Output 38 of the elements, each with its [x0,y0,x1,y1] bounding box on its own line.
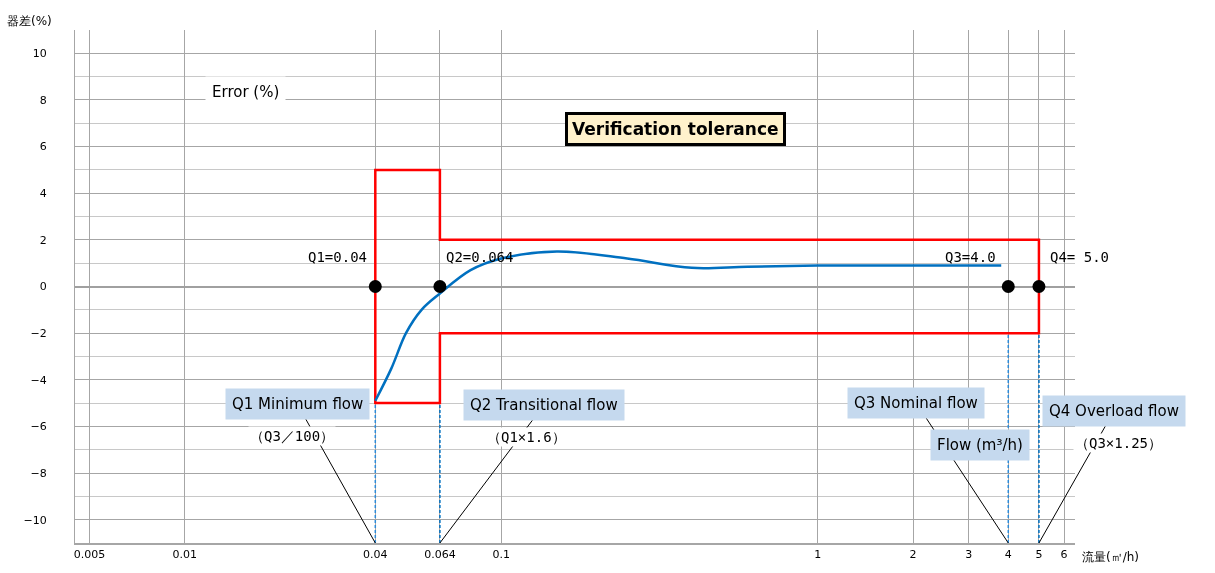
x-tick-label: 0.1 [492,548,510,562]
x-tick-label: 0.04 [363,548,388,562]
x-tick-label: 0.005 [73,548,106,562]
y-tick-label: −2 [30,326,47,340]
y-tick-label: −10 [23,513,47,527]
annotation: Q2 Transitional flow [470,396,618,414]
annotation: （Q1×1.6） [487,429,566,445]
x-tick-label: 0.064 [424,548,456,562]
annotation: Q4 Overload flow [1049,402,1179,420]
x-tick-label: 1 [814,548,822,562]
annotation: Q3 Nominal flow [854,394,978,412]
x-axis-title: 流量(㎥/h) [1082,550,1140,564]
annotation: （Q3×1.25） [1075,435,1163,451]
annotation: Q4= 5.0 [1050,249,1110,265]
y-tick-label: 0 [39,280,47,294]
x-tick-label: 3 [965,548,973,562]
annotation: Error (%) [212,83,280,101]
y-tick-label: 6 [39,140,47,154]
annotation: Flow (m³/h) [937,436,1023,454]
y-tick-label: 10 [32,47,47,61]
annotation: Q2=0.064 [446,249,514,265]
annotation: Q1 Minimum flow [232,395,364,413]
y-tick-label: 2 [39,233,47,247]
x-tick-label: 5 [1035,548,1043,562]
x-tick-label: 0.01 [172,548,197,562]
y-tick-label: −8 [30,466,47,480]
y-tick-label: 4 [39,187,47,201]
annotation: Q1=0.04 [308,249,368,265]
y-tick-label: 8 [39,93,47,107]
annotation: （Q3／100） [250,428,335,444]
text: Verification tolerance [572,119,779,139]
annotation: Q3=4.0 [945,249,996,265]
x-tick-label: 4 [1004,548,1012,562]
y-tick-label: −6 [30,420,47,434]
x-tick-label: 2 [909,548,917,562]
x-tick-label: 6 [1060,548,1068,562]
y-tick-label: −4 [30,373,47,387]
y-axis-title: 器差(%) [7,14,52,28]
